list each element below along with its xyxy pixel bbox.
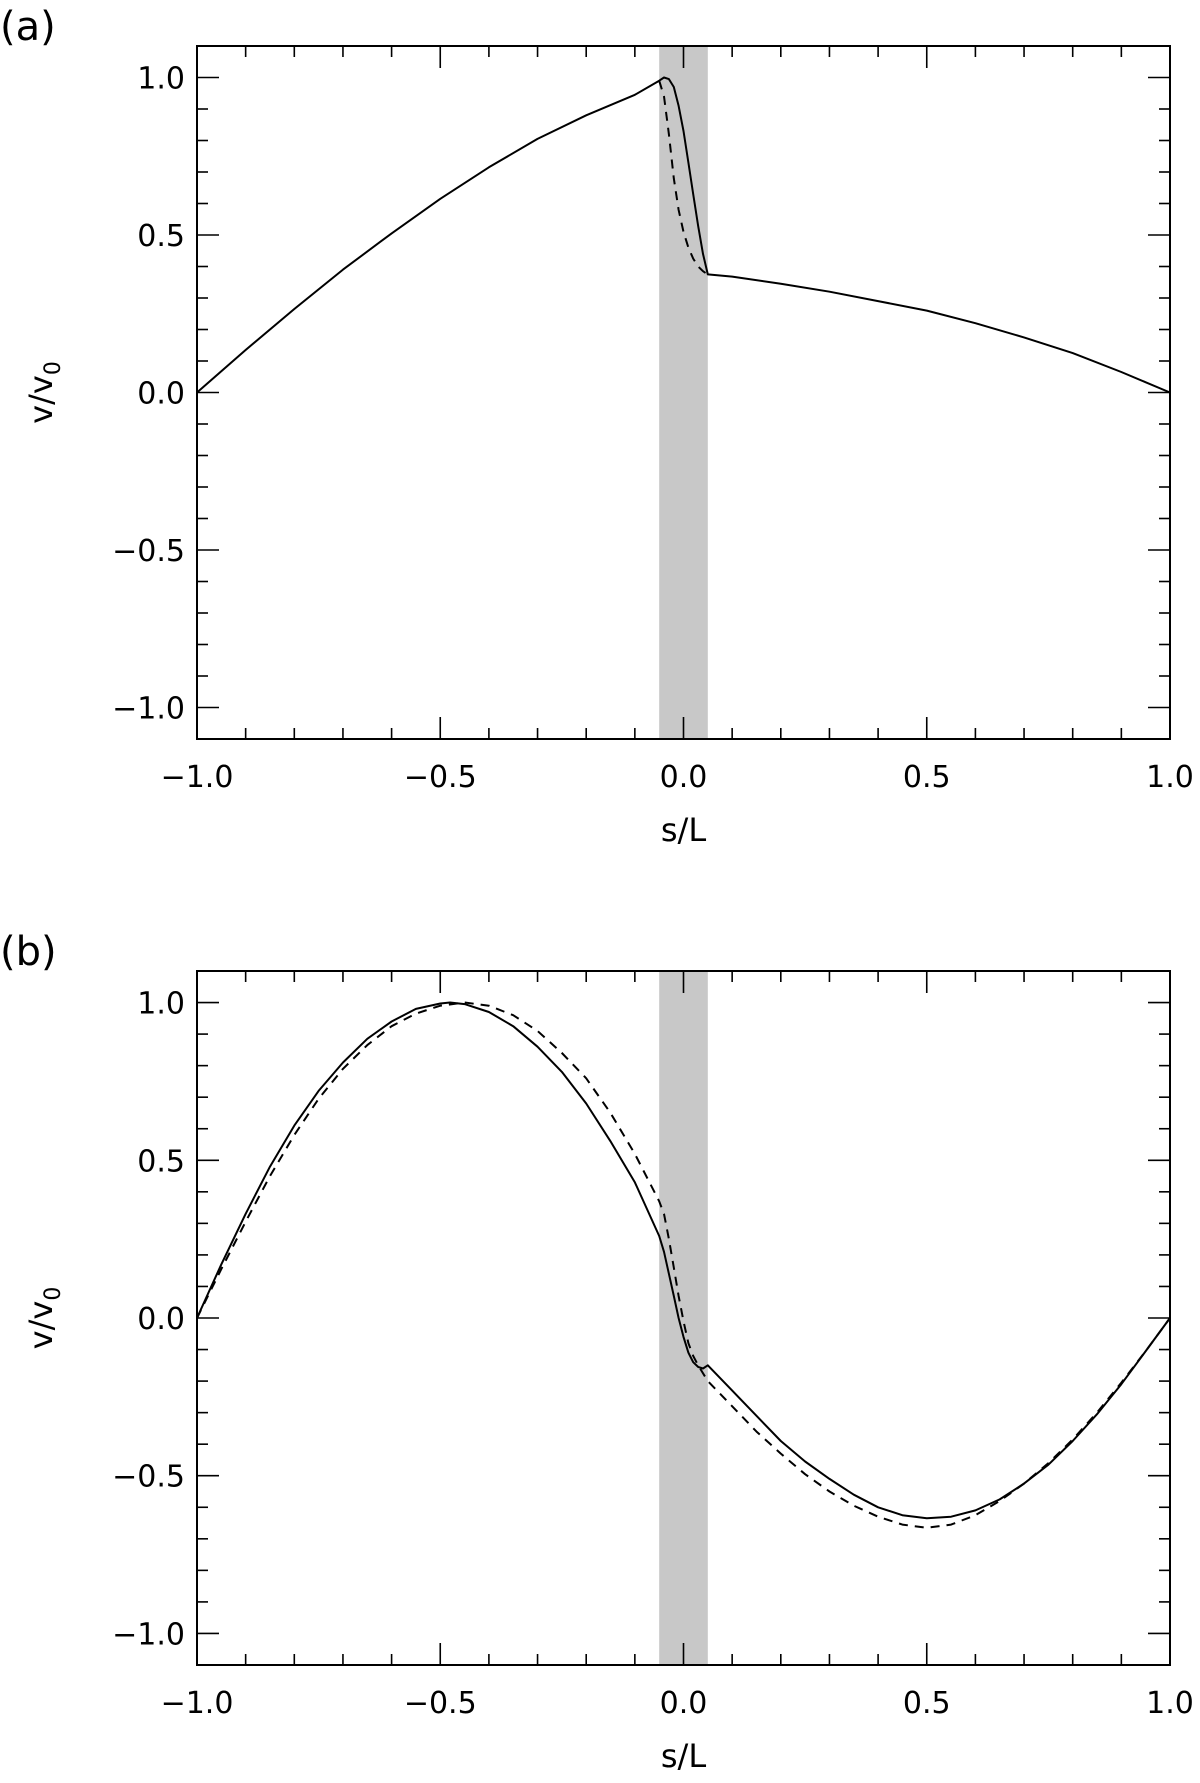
ticks	[196, 46, 1171, 739]
y-tick-label: 0.0	[137, 1302, 185, 1337]
panel-b: −1.0 −0.5 0.0 0.5 1.0 −1.0 −0.5 0.0 0.5 1.0 s/L v/v…	[0, 929, 1194, 1775]
series-solid-line	[196, 1001, 1171, 1520]
y-axis-label-main: v/v	[22, 375, 60, 424]
y-axis-label-subscript: 0	[41, 361, 66, 375]
x-tick-label: 1.0	[1146, 760, 1194, 795]
y-axis-label: v/v0	[22, 1287, 66, 1350]
x-tick-label: 0.0	[660, 1686, 708, 1721]
y-axis-label-subscript: 0	[41, 1287, 66, 1301]
y-tick-label: −1.0	[112, 1617, 185, 1652]
x-tick-label: 0.0	[660, 760, 708, 795]
series-dashed-line	[196, 1001, 1171, 1529]
x-tick-label: −0.5	[404, 1686, 477, 1721]
series-solid-line	[196, 76, 1171, 394]
y-axis-label-main: v/v	[22, 1301, 60, 1350]
x-tick-label: 0.5	[903, 760, 951, 795]
y-tick-label: 0.5	[137, 219, 185, 254]
plot-frame	[196, 45, 1171, 740]
panel-label: (a)	[0, 4, 56, 50]
y-axis-label: v/v0	[22, 361, 66, 424]
y-tick-label: −0.5	[112, 1460, 185, 1495]
y-tick-label: −0.5	[112, 534, 185, 569]
y-tick-label: 1.0	[137, 62, 185, 97]
shaded-region	[659, 971, 708, 1665]
x-axis-label: s/L	[661, 811, 706, 849]
x-tick-label: 0.5	[903, 1686, 951, 1721]
x-tick-label: −1.0	[161, 760, 234, 795]
shaded-region	[659, 46, 708, 739]
series-dashed-line	[658, 80, 709, 276]
x-tick-label: −1.0	[161, 1686, 234, 1721]
x-axis-label: s/L	[661, 1737, 706, 1775]
x-tick-label: −0.5	[404, 760, 477, 795]
panel-a: −1.0 −0.5 0.0 0.5 1.0 −1.0 −0.5 0.0 0.5 1.0 s/L v/v…	[0, 4, 1194, 849]
y-tick-label: 0.0	[137, 377, 185, 412]
plot-frame	[196, 970, 1171, 1666]
ticks	[196, 971, 1171, 1665]
y-tick-label: 1.0	[137, 987, 185, 1022]
x-tick-label: 1.0	[1146, 1686, 1194, 1721]
y-tick-label: 0.5	[137, 1144, 185, 1179]
panel-label: (b)	[0, 929, 57, 975]
y-tick-label: −1.0	[112, 692, 185, 727]
